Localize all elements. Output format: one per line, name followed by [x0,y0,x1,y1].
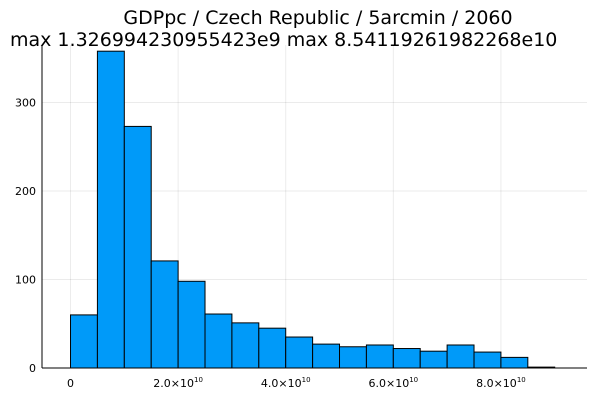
bars [70,50,556,369]
histogram-bar [285,336,314,369]
histogram-bar [70,314,98,369]
axes [41,45,587,369]
x-tick-label: 6.0×1010 [368,376,418,390]
tick-labels: 0 100 200 300 0 2.0×1010 4.0×1010 6.0×1010 8.0×1… [15,97,526,390]
chart-title-line1: GDPpc / Czech Republic / 5arcmin / 2060 [123,7,512,29]
histogram-bar [339,346,367,369]
chart-title-line2: max 1.326994230955423e9 max 8.5411926198… [10,29,557,51]
x-tick-label: 4.0×1010 [261,376,311,390]
histogram-bar [177,280,206,369]
histogram-bar [204,313,233,369]
x-tick-label: 2.0×1010 [153,376,203,390]
histogram-bar [500,356,529,369]
histogram-bar [123,125,152,369]
histogram-bar [473,351,502,369]
x-tick-label: 8.0×1010 [476,376,526,390]
histogram-bar [96,50,125,369]
histogram-bar [419,350,448,369]
histogram-bar [365,344,394,369]
histogram-bar [446,344,475,369]
histogram-bar [312,343,341,369]
y-tick-label: 300 [15,97,36,110]
y-tick-label: 0 [29,362,36,375]
x-tick-label: 0 [67,377,74,390]
y-tick-label: 100 [15,274,36,287]
y-tick-label: 200 [15,185,36,198]
histogram-bar [150,260,179,369]
histogram-bar [392,348,421,369]
histogram-bar [258,327,287,369]
histogram-bar [231,322,260,369]
